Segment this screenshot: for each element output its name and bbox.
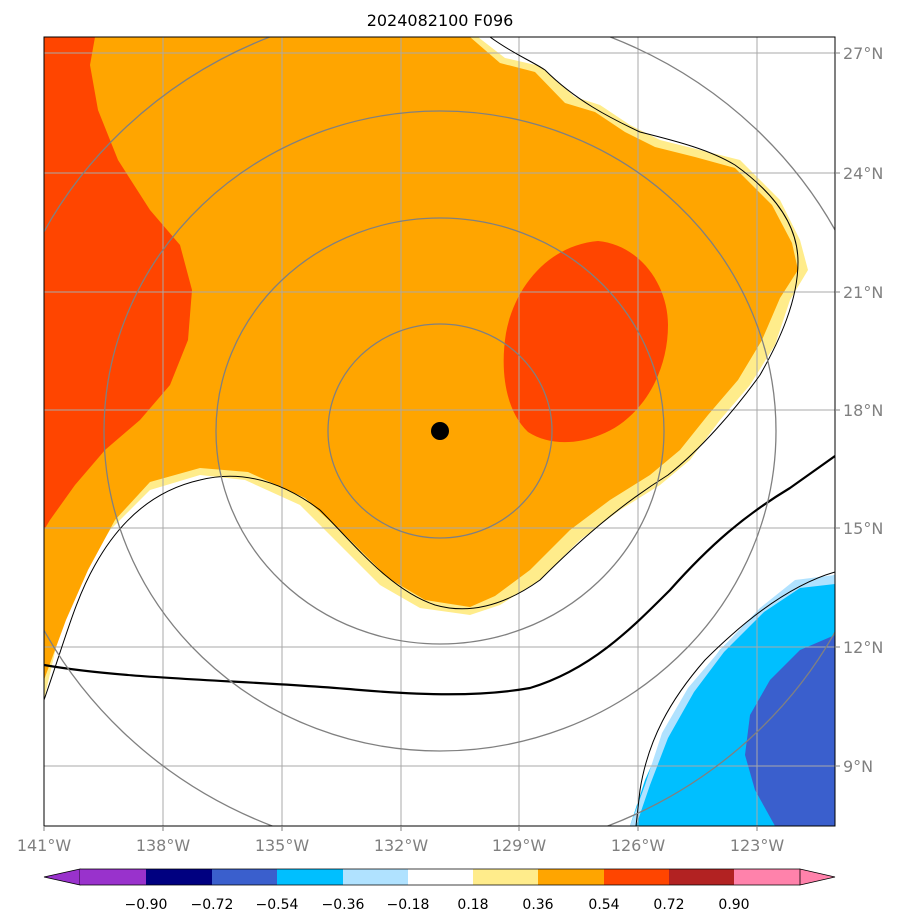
shading-0.54-0.72-west: [44, 37, 192, 530]
bold-contour-line: [44, 455, 835, 696]
lat-label: 15°N: [843, 519, 883, 538]
lat-label: 21°N: [843, 283, 883, 302]
colorbar-tick-label: 0.18: [457, 897, 488, 913]
colorbar-tick-label: 0.90: [718, 897, 749, 913]
graticule: [44, 37, 835, 826]
colorbar-segment: [80, 869, 146, 885]
lat-label: 9°N: [843, 757, 873, 776]
colorbar-tick-label: −0.18: [387, 897, 430, 913]
contour-0.18-north: [44, 37, 799, 701]
colorbar-extend-high: [799, 868, 836, 886]
lon-label: 126°W: [611, 836, 666, 855]
map-title: 2024082100 F096: [367, 11, 514, 30]
colorbar-segment: [604, 869, 669, 885]
lon-label: 141°W: [17, 836, 72, 855]
colorbar-segment: [343, 869, 408, 885]
colorbar-tick-label: 0.54: [588, 897, 619, 913]
map-frame: [43, 36, 836, 827]
colorbar-segment: [473, 869, 538, 885]
lon-label: 132°W: [374, 836, 429, 855]
lat-label: 27°N: [843, 44, 883, 63]
colorbar-tick-label: −0.54: [256, 897, 299, 913]
colorbar-extend-low: [43, 868, 81, 886]
lat-label: 12°N: [843, 638, 883, 657]
lon-labels: 141°W 138°W 135°W 132°W 129°W 126°W 123°…: [17, 826, 785, 855]
colorbar: −0.90 −0.72 −0.54 −0.36 −0.18 0.18 0.36 …: [43, 868, 836, 913]
lon-label: 123°W: [730, 836, 785, 855]
colorbar-tick-label: 0.36: [522, 897, 553, 913]
contour-0.18-southeast: [635, 571, 835, 826]
colorbar-segment: [408, 869, 473, 885]
colorbar-tick-label: −0.72: [191, 897, 234, 913]
shading-0.36-0.54: [44, 37, 798, 680]
colorbar-tick-label: −0.36: [322, 897, 365, 913]
colorbar-tick-label: 0.72: [653, 897, 684, 913]
map-area: [44, 37, 835, 826]
lat-labels: 27°N 24°N 21°N 18°N 15°N 12°N 9°N: [835, 44, 883, 776]
lon-label: 129°W: [492, 836, 547, 855]
lat-label: 24°N: [843, 164, 883, 183]
colorbar-segment: [538, 869, 604, 885]
colorbar-tick-label: −0.90: [125, 897, 168, 913]
colorbar-segment: [734, 869, 800, 885]
lat-label: 18°N: [843, 401, 883, 420]
range-rings: [44, 37, 835, 826]
colorbar-segment: [146, 869, 212, 885]
colorbar-segment: [669, 869, 734, 885]
colorbar-segment: [277, 869, 343, 885]
lon-label: 135°W: [255, 836, 310, 855]
shading-neg0.72-neg0.54: [745, 635, 835, 826]
black-dot-icon: [431, 422, 449, 440]
lon-label: 138°W: [136, 836, 191, 855]
colorbar-segment: [212, 869, 277, 885]
